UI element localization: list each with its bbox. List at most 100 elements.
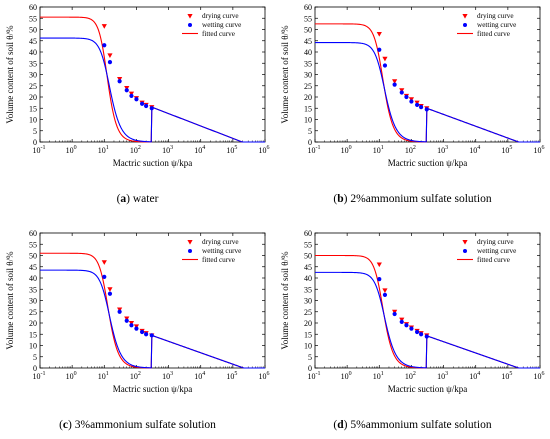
legend-fitted-label: fitted curve	[202, 256, 235, 264]
x-tick-label: 103	[437, 371, 448, 381]
wetting-point	[144, 332, 149, 337]
wetting-point	[149, 106, 154, 111]
chart-svg: 0 5 10 15 20 25 30 35 40 45 50 55 60 10-1 100 101 102 103…	[5, 229, 270, 394]
legend-drying-label: drying curve	[202, 238, 239, 246]
x-tick-label: 10-1	[33, 145, 46, 155]
y-tick-label: 35	[304, 285, 312, 294]
wetting-point	[404, 94, 409, 100]
y-tick-label: 25	[304, 308, 312, 317]
wetting-point	[382, 292, 388, 297]
wetting-point	[102, 43, 107, 48]
caption-letter: d	[337, 419, 344, 431]
wetting-fitted-curve	[40, 269, 265, 369]
wetting-point	[414, 102, 420, 107]
legend-wetting-label: wetting curve	[202, 21, 241, 29]
caption-letter: a	[120, 193, 127, 205]
x-tick-label: 101	[373, 371, 384, 381]
wetting-point	[124, 88, 129, 93]
chart-panel-d: 0 5 10 15 20 25 30 35 40 45 50 55 60 10-1 100 101 102 103…	[275, 226, 550, 439]
legend-wetting-marker	[463, 249, 467, 253]
x-tick-label: 104	[469, 371, 480, 381]
y-tick-label: 45	[304, 263, 312, 272]
y-tick-label: 20	[304, 93, 312, 102]
legend-drying-label: drying curve	[202, 12, 239, 20]
drying-point	[376, 32, 382, 37]
wetting-point	[424, 334, 429, 339]
wetting-point	[139, 329, 145, 335]
wetting-point	[107, 60, 113, 65]
x-axis-label: Mactric suction ψ/kpa	[388, 384, 468, 394]
x-tick-label: 104	[194, 371, 205, 381]
y-tick-label: 60	[304, 3, 312, 12]
wetting-point	[419, 105, 424, 110]
wetting-point	[129, 93, 134, 98]
wetting-point	[404, 323, 409, 328]
y-tick-label: 40	[304, 274, 312, 283]
y-tick-label: 55	[304, 240, 312, 249]
y-tick-label: 50	[29, 26, 37, 35]
caption-text: water	[132, 193, 159, 205]
y-tick-label: 50	[304, 252, 312, 261]
x-tick-label: 105	[226, 145, 237, 155]
wetting-point	[392, 311, 397, 317]
y-tick-label: 0	[33, 364, 37, 373]
x-tick-label: 10-1	[308, 371, 321, 381]
y-tick-label: 20	[29, 93, 37, 102]
x-tick-label: 10-1	[308, 145, 321, 155]
y-tick-label: 5	[33, 353, 37, 362]
y-tick-label: 50	[29, 252, 37, 261]
y-tick-label: 45	[29, 37, 37, 46]
x-axis-label: Mactric suction ψ/kpa	[113, 384, 193, 394]
x-tick-label: 106	[259, 371, 270, 381]
wetting-point	[399, 319, 404, 324]
wetting-point	[392, 82, 397, 87]
caption-letter: c	[62, 419, 69, 431]
wetting-point	[382, 63, 388, 68]
y-tick-label: 60	[29, 3, 37, 12]
wetting-point	[409, 99, 414, 104]
y-tick-label: 20	[29, 319, 37, 328]
legend-wetting-marker	[188, 249, 192, 253]
wetting-point	[144, 103, 149, 109]
wetting-fitted-curve	[315, 42, 540, 143]
y-tick-label: 10	[304, 342, 312, 351]
y-tick-label: 15	[29, 104, 37, 113]
y-tick-label: 55	[304, 14, 312, 23]
x-tick-label: 100	[66, 371, 77, 381]
y-tick-label: 10	[29, 116, 37, 125]
wetting-point	[117, 79, 122, 84]
wetting-point	[134, 97, 139, 102]
y-tick-label: 60	[304, 229, 312, 238]
wetting-point	[409, 326, 414, 331]
caption-text: 3%ammonium sulfate solution	[74, 419, 216, 431]
y-tick-label: 10	[29, 342, 37, 351]
y-tick-label: 20	[304, 319, 312, 328]
legend-drying-marker	[187, 14, 193, 19]
y-tick-label: 55	[29, 240, 37, 249]
x-tick-label: 102	[405, 145, 416, 155]
y-tick-label: 45	[304, 37, 312, 46]
wetting-point	[149, 333, 154, 338]
x-tick-label: 106	[534, 371, 545, 381]
wetting-point	[419, 332, 424, 337]
legend-wetting-label: wetting curve	[477, 247, 516, 255]
x-tick-label: 102	[130, 371, 141, 381]
wetting-point	[424, 107, 429, 112]
y-tick-label: 10	[304, 116, 312, 125]
wetting-point	[102, 274, 107, 279]
y-tick-label: 40	[29, 274, 37, 283]
x-tick-label: 102	[405, 371, 416, 381]
x-tick-label: 102	[130, 145, 141, 155]
drying-point	[107, 53, 113, 58]
legend-fitted-label: fitted curve	[477, 30, 510, 38]
x-tick-label: 106	[259, 145, 270, 155]
panel-caption: (b) 2%ammonium sulfate solution	[333, 193, 492, 205]
y-tick-label: 0	[308, 364, 312, 373]
x-axis-label: Mactric suction ψ/kpa	[113, 158, 193, 168]
wetting-fitted-curve	[40, 37, 265, 143]
x-tick-label: 105	[226, 371, 237, 381]
x-tick-label: 105	[501, 145, 512, 155]
chart-svg: 0 5 10 15 20 25 30 35 40 45 50 55 60 10-1 100 101 102 103…	[280, 229, 545, 394]
drying-point	[382, 56, 388, 62]
